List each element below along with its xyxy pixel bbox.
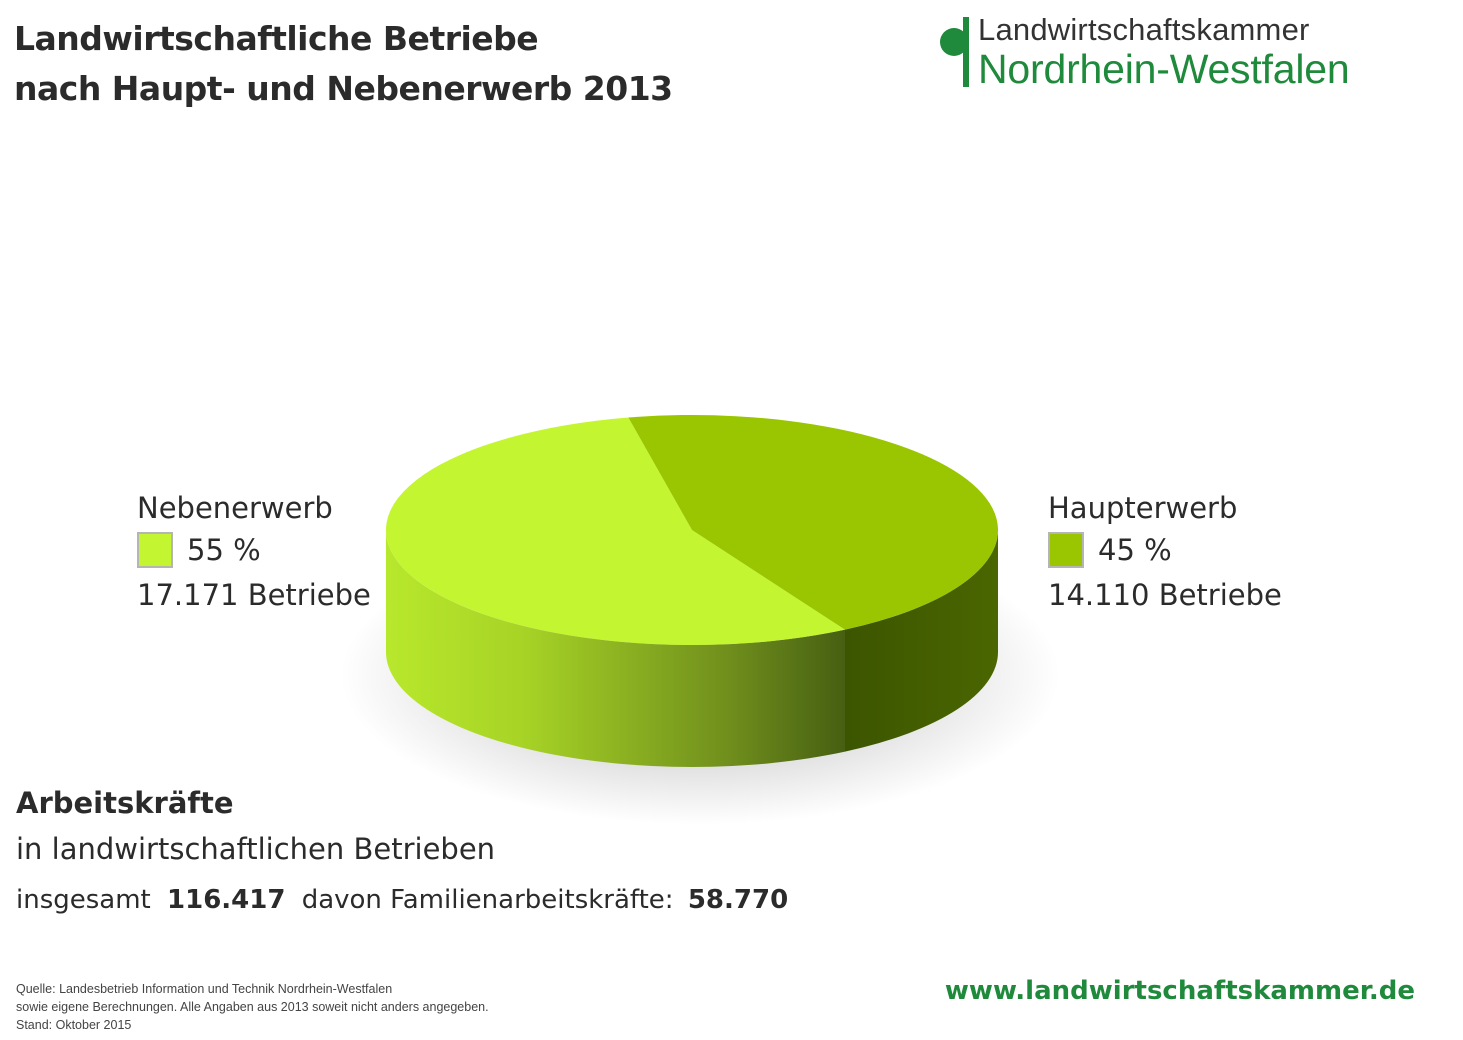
logo: Landwirtschaftskammer Nordrhein-Westfale… [938,12,1438,92]
workforce-total-value: 116.417 [167,885,286,915]
legend-haupterwerb: Haupterwerb 45 % 14.110 Betriebe [1048,488,1282,618]
legend-nebenerwerb-count: 17.171 Betriebe [137,578,371,612]
legend-nebenerwerb-name: Nebenerwerb [137,491,333,525]
legend-haupterwerb-name: Haupterwerb [1048,491,1238,525]
workforce-block: Arbeitskräfte in landwirtschaftlichen Be… [16,780,788,928]
workforce-heading: Arbeitskräfte [16,786,234,820]
logo-line-1: Landwirtschaftskammer [978,12,1310,47]
legend-nebenerwerb: Nebenerwerb 55 % 17.171 Betriebe [137,488,371,618]
workforce-family-label: davon Familienarbeitskräfte: [301,885,674,915]
legend-haupterwerb-count: 14.110 Betriebe [1048,578,1282,612]
source-line-3: Stand: Oktober 2015 [16,1018,132,1032]
legend-nebenerwerb-swatch [137,532,173,568]
website-link[interactable]: www.landwirtschaftskammer.de [944,976,1415,1006]
source-line-1: Quelle: Landesbetrieb Information und Te… [16,982,393,996]
workforce-total-label: insgesamt [16,885,151,915]
workforce-family-value: 58.770 [687,885,789,915]
source-line-2: sowie eigene Berechnungen. Alle Angaben … [16,1000,489,1014]
logo-line-2: Nordrhein-Westfalen [978,46,1350,92]
legend-nebenerwerb-percent: 55 % [187,533,261,567]
legend-haupterwerb-percent: 45 % [1098,533,1172,567]
page-title: Landwirtschaftliche Betriebe nach Haupt-… [14,14,673,114]
workforce-subheading: in landwirtschaftlichen Betrieben [16,832,496,866]
workforce-figures: insgesamt 116.417 davon Familienarbeitsk… [16,872,788,928]
title-line-2: nach Haupt- und Nebenerwerb 2013 [14,69,673,108]
title-line-1: Landwirtschaftliche Betriebe [14,19,539,58]
pie-side-nebenerwerb [386,530,845,767]
pie-slice-nebenerwerb [385,417,845,646]
source-note: Quelle: Landesbetrieb Information und Te… [16,980,489,1034]
legend-haupterwerb-swatch [1048,532,1084,568]
pie-slice-haupterwerb [628,415,998,630]
pie-side-haupterwerb [845,530,998,752]
logo-bar-icon [963,17,969,87]
